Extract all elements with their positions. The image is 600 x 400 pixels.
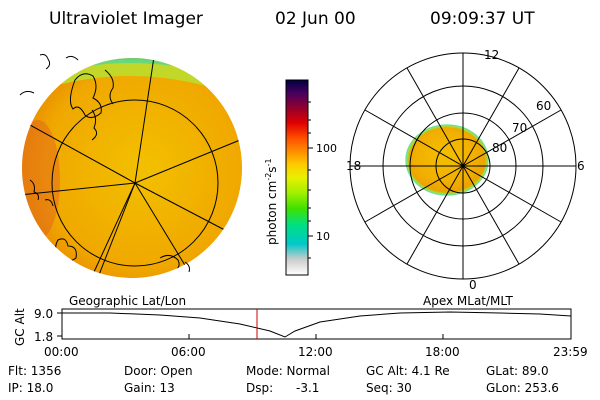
info-glon: GLon: 253.6: [486, 381, 559, 395]
altitude-curve: [62, 311, 572, 338]
mlt-label-0: 0: [469, 278, 477, 292]
earth-disk: [22, 58, 242, 278]
info-seq: Seq: 30: [366, 381, 412, 395]
colorbar: [285, 79, 309, 276]
altitude-tick-low: 1.8: [34, 330, 53, 344]
auroral-oval: [407, 126, 487, 194]
info-mode: Mode: Normal: [246, 364, 330, 378]
time-tick-4: 23:59: [553, 345, 588, 359]
colorbar-label: photon cm-2s-1: [264, 158, 279, 245]
altitude-tick-high: 9.0: [34, 307, 53, 321]
mlat-label-70: 70: [512, 121, 527, 135]
polar-plot: 12 60 70 80 18 6 0: [346, 48, 585, 292]
left-panel-label: Geographic Lat/Lon: [69, 294, 187, 308]
date-label: 02 Jun 00: [275, 9, 356, 29]
info-dsp-value: -3.1: [296, 381, 320, 395]
time-tick-2: 12:00: [298, 345, 333, 359]
colorbar-tick-100: 100: [316, 142, 337, 155]
info-door: Door: Open: [124, 364, 193, 378]
mlat-label-60: 60: [536, 99, 551, 113]
mlt-label-6: 6: [577, 159, 585, 173]
time-tick-0: 00:00: [44, 345, 79, 359]
time-tick-3: 18:00: [425, 345, 460, 359]
altitude-plot: [57, 308, 572, 340]
info-dsp-label: Dsp:: [246, 381, 274, 395]
mlt-label-12: 12: [484, 48, 499, 62]
time-tick-1: 06:00: [171, 345, 206, 359]
app-title: Ultraviolet Imager: [49, 9, 203, 29]
info-glat: GLat: 89.0: [486, 364, 549, 378]
info-gain: Gain: 13: [124, 381, 175, 395]
right-panel-label: Apex MLat/MLT: [423, 294, 513, 308]
altitude-axis-label: GC Alt: [13, 308, 27, 346]
info-gcalt: GC Alt: 4.1 Re: [366, 364, 450, 378]
mlat-label-80: 80: [492, 141, 507, 155]
info-ip: IP: 18.0: [8, 381, 54, 395]
time-label: 09:09:37 UT: [430, 9, 535, 29]
mlt-label-18: 18: [346, 159, 361, 173]
info-flt: Flt: 1356: [8, 364, 62, 378]
geographic-image: [19, 54, 242, 278]
colorbar-tick-10: 10: [316, 230, 330, 243]
